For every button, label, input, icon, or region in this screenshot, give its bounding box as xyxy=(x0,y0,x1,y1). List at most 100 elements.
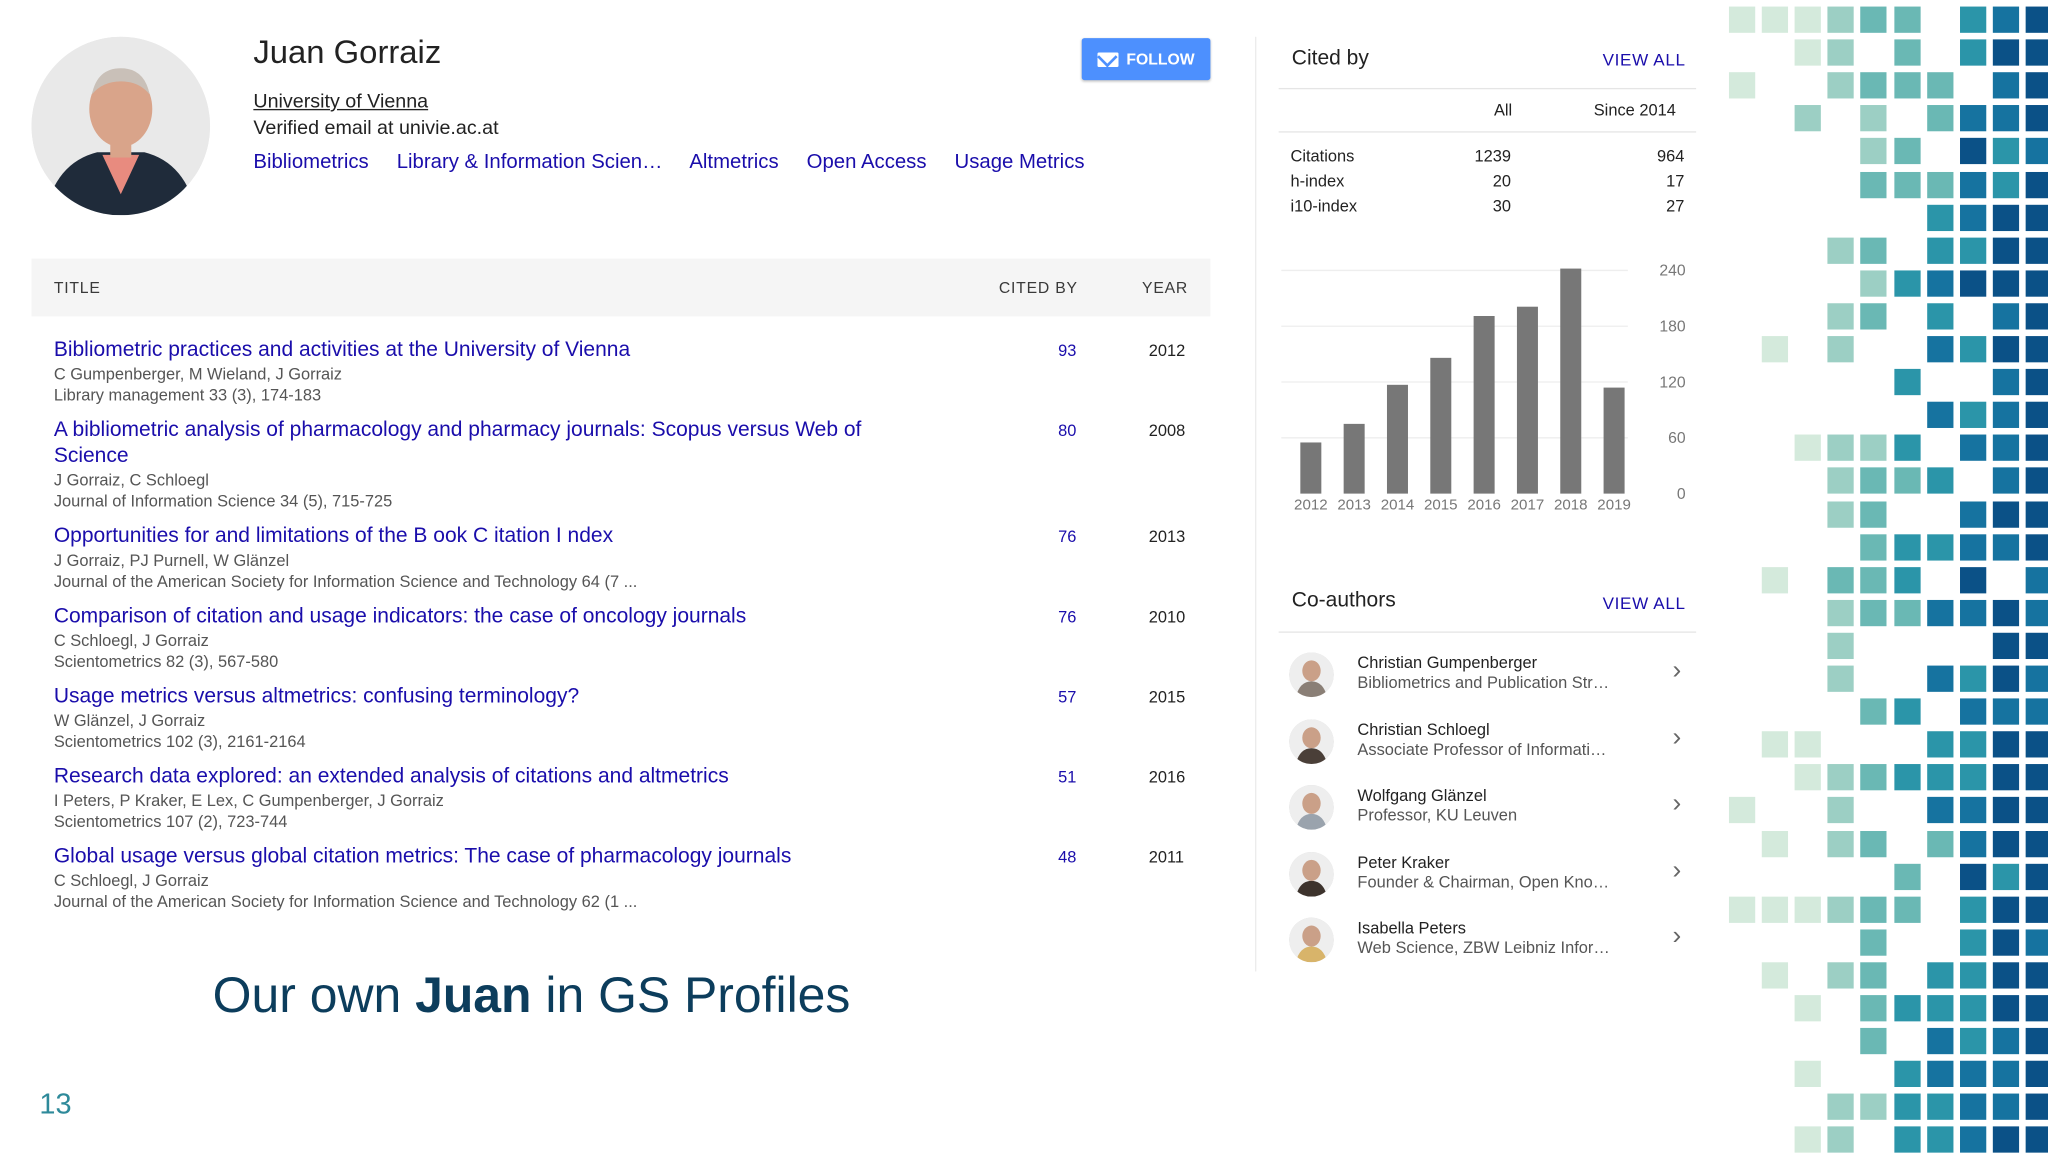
article-title-link[interactable]: Research data explored: an extended anal… xyxy=(53,765,729,788)
coauthors-view-all-link[interactable]: VIEW ALL xyxy=(1602,593,1686,614)
mosaic-tile xyxy=(1860,500,1888,528)
article-row: Opportunities for and limitations of the… xyxy=(54,524,1196,604)
mosaic-tile xyxy=(1827,599,1855,626)
caption-text: Our own xyxy=(212,968,416,1024)
mosaic-tile xyxy=(1926,72,1953,99)
mosaic-tile xyxy=(1926,830,1953,857)
mosaic-tile xyxy=(1992,369,2019,396)
column-year[interactable]: YEAR xyxy=(1142,278,1189,297)
interest-link[interactable]: Usage Metrics xyxy=(954,150,1085,174)
mosaic-tile xyxy=(1761,566,1789,593)
mosaic-tile xyxy=(1728,797,1756,824)
bar-2016[interactable] xyxy=(1473,316,1495,494)
col-all-header: All xyxy=(1493,101,1513,120)
mosaic-tile xyxy=(1794,731,1822,758)
article-row: Usage metrics versus altmetrics: confusi… xyxy=(54,684,1196,764)
bar-2015[interactable] xyxy=(1430,357,1452,494)
article-year: 2012 xyxy=(1148,341,1186,360)
coauthor-item[interactable]: Wolfgang Glänzel Professor, KU Leuven › xyxy=(1284,778,1694,838)
profile-affiliation-link[interactable]: University of Vienna xyxy=(253,90,429,113)
mosaic-tile xyxy=(1959,764,1986,791)
mosaic-tile xyxy=(1893,270,1920,297)
article-cited-by-link[interactable]: 57 xyxy=(1058,687,1077,707)
coauthor-avatar xyxy=(1289,851,1334,896)
mosaic-tile xyxy=(1794,1060,1822,1088)
mosaic-tile xyxy=(1959,698,1986,725)
bar-2012[interactable] xyxy=(1300,442,1322,494)
cited-by-panel: Cited by VIEW ALL All Since 2014 Citatio… xyxy=(1278,0,1697,249)
mosaic-tile xyxy=(1992,138,2019,165)
article-venue: Library management 33 (3), 174-183 xyxy=(53,385,322,405)
article-title-link[interactable]: Bibliometric practices and activities at… xyxy=(53,338,631,362)
column-title[interactable]: TITLE xyxy=(53,278,101,297)
x-tick-label: 2012 xyxy=(1294,496,1328,513)
mosaic-tile xyxy=(1893,171,1920,198)
mosaic-tile xyxy=(1926,270,1953,297)
article-title-link[interactable]: A bibliometric analysis of pharmacology … xyxy=(53,418,862,468)
mosaic-tile xyxy=(1794,896,1822,923)
bar-2019[interactable] xyxy=(1603,387,1625,494)
article-cited-by-link[interactable]: 48 xyxy=(1058,848,1077,867)
coauthor-item[interactable]: Christian Gumpenberger Bibliometrics and … xyxy=(1284,646,1694,706)
bar-2014[interactable] xyxy=(1386,384,1408,494)
article-cited-by-link[interactable]: 76 xyxy=(1058,607,1077,627)
mosaic-tile xyxy=(1893,698,1920,725)
interest-link[interactable]: Open Access xyxy=(806,150,927,174)
mosaic-tile xyxy=(1992,962,2019,989)
bar-2013[interactable] xyxy=(1343,423,1365,494)
col-since-header: Since 2014 xyxy=(1593,101,1676,120)
mosaic-tile xyxy=(1959,962,1986,989)
coauthors-title: Co-authors xyxy=(1291,589,1396,612)
interest-link[interactable]: Altmetrics xyxy=(689,150,779,174)
mosaic-tile xyxy=(2025,533,2048,561)
coauthor-name: Peter Kraker xyxy=(1357,852,1450,872)
column-divider xyxy=(1255,36,1257,972)
coauthors-panel: Co-authors VIEW ALL xyxy=(1278,578,1697,972)
article-cited-by-link[interactable]: 76 xyxy=(1058,527,1077,547)
mosaic-tile xyxy=(1959,1060,1986,1088)
mosaic-tile xyxy=(1926,1093,1953,1121)
mosaic-tile xyxy=(1959,270,1986,297)
column-cited-by[interactable]: CITED BY xyxy=(998,278,1078,297)
mosaic-tile xyxy=(1827,1126,1855,1153)
mosaic-tile xyxy=(1728,6,1756,33)
mosaic-tile xyxy=(1893,995,1920,1022)
mosaic-tile xyxy=(1959,204,1986,231)
article-title-link[interactable]: Opportunities for and limitations of the… xyxy=(53,525,614,548)
mosaic-tile xyxy=(1992,599,2019,626)
mosaic-tile xyxy=(1893,434,1920,462)
mosaic-tile xyxy=(1794,995,1822,1022)
cited-by-view-all-link[interactable]: VIEW ALL xyxy=(1602,49,1686,70)
mosaic-tile xyxy=(1959,336,1986,363)
article-title-link[interactable]: Usage metrics versus altmetrics: confusi… xyxy=(53,685,580,708)
interest-link[interactable]: Bibliometrics xyxy=(253,150,369,174)
mosaic-tile xyxy=(1959,500,1986,528)
coauthor-item[interactable]: Isabella Peters Web Science, ZBW Leibniz … xyxy=(1284,911,1694,971)
article-cited-by-link[interactable]: 80 xyxy=(1058,421,1077,440)
article-year: 2015 xyxy=(1148,687,1186,707)
bar-2017[interactable] xyxy=(1516,306,1538,494)
mosaic-tile xyxy=(2025,1126,2048,1153)
interest-link[interactable]: Library & Information Scien… xyxy=(396,150,663,174)
mosaic-tile xyxy=(1794,764,1822,791)
coauthor-item[interactable]: Christian Schloegl Associate Professor of… xyxy=(1284,712,1694,772)
mosaic-tile xyxy=(2025,270,2048,297)
article-title-link[interactable]: Global usage versus global citation metr… xyxy=(53,845,792,868)
mosaic-tile xyxy=(2025,929,2048,956)
bar-2018[interactable] xyxy=(1560,268,1582,494)
mosaic-tile xyxy=(1860,698,1888,725)
article-title-link[interactable]: Comparison of citation and usage indicat… xyxy=(53,605,747,628)
mosaic-tile xyxy=(1992,1028,2019,1055)
mosaic-tile xyxy=(1959,105,1986,132)
mosaic-tile xyxy=(1761,962,1789,989)
coauthor-item[interactable]: Peter Kraker Founder & Chairman, Open Kno… xyxy=(1284,845,1694,905)
follow-label: FOLLOW xyxy=(1126,49,1195,69)
x-tick-label: 2019 xyxy=(1597,496,1631,513)
article-cited-by-link[interactable]: 93 xyxy=(1058,341,1077,360)
mosaic-tile xyxy=(1992,929,2019,956)
mosaic-tile xyxy=(1926,599,1953,626)
mosaic-tile xyxy=(1893,72,1920,99)
article-cited-by-link[interactable]: 51 xyxy=(1058,767,1077,787)
stats-row-citations: Citations 1239 964 xyxy=(1290,147,1684,172)
follow-button[interactable]: FOLLOW xyxy=(1081,38,1211,81)
